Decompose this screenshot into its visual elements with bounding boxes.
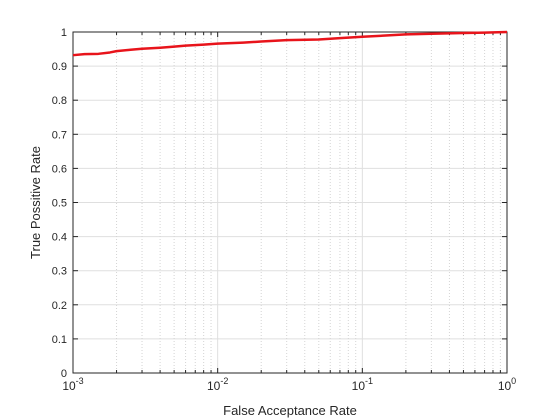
y-tick-label: 0.1 — [52, 334, 67, 346]
x-tick-label: 10-2 — [207, 376, 228, 393]
y-tick-label: 0.9 — [52, 61, 67, 73]
x-tick-label: 10-3 — [62, 376, 83, 393]
axis-ticks — [72, 31, 508, 374]
roc-curve-line — [72, 30, 508, 57]
grid-lines — [73, 32, 507, 373]
y-tick-label: 1 — [61, 27, 67, 39]
y-tick-label: 0.4 — [52, 232, 67, 244]
y-tick-label: 0.5 — [52, 198, 67, 210]
x-tick-label: 10-1 — [352, 376, 373, 393]
y-tick-label: 0.3 — [52, 266, 67, 278]
y-axis-label: True Possitive Rate — [28, 146, 43, 259]
x-tick-label: 100 — [498, 376, 516, 393]
y-tick-label: 0.6 — [52, 163, 67, 175]
series-layer — [72, 30, 508, 57]
y-tick-label: 0 — [61, 368, 67, 380]
x-axis-label: False Acceptance Rate — [223, 403, 357, 418]
y-tick-label: 0.2 — [52, 300, 67, 312]
tick-labels: 0 0.1 0.2 0.3 0.4 0.5 0.6 0.7 0.8 0.9 1 10-3 10-2 10-… — [52, 27, 516, 393]
y-tick-label: 0.8 — [52, 95, 67, 107]
y-tick-label: 0.7 — [52, 129, 67, 141]
